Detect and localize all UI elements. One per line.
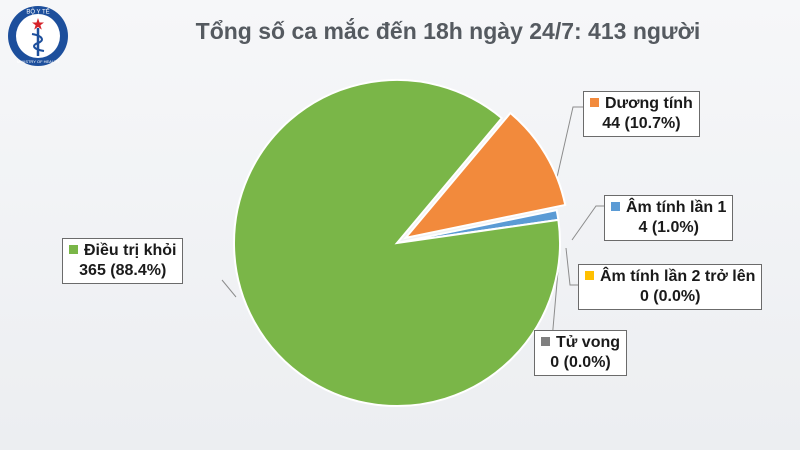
slice-label-tu-vong: Tử vong — [556, 334, 621, 351]
leader-line-duong-tinh — [552, 106, 583, 196]
slice-label-duong-tinh: Dương tính — [605, 95, 693, 112]
slice-label-dieu-tri-khoi: Điều trị khỏi — [84, 242, 177, 259]
ministry-of-health-logo-icon: BỘ Y TẾ MINISTRY OF HEALTH — [8, 6, 68, 66]
slice-value-am-tinh-lan-1: 4 (1.0%) — [638, 219, 699, 236]
legend-swatch-am-tinh-lan-2 — [585, 271, 594, 280]
logo-bottom-text: MINISTRY OF HEALTH — [17, 59, 59, 64]
slice-value-tu-vong: 0 (0.0%) — [550, 354, 611, 371]
slice-value-dieu-tri-khoi: 365 (88.4%) — [79, 262, 167, 279]
callout-am-tinh-lan-1: Âm tính lần 1 4 (1.0%) — [604, 195, 734, 241]
slice-label-am-tinh-lan-2: Âm tính lần 2 trở lên — [600, 268, 756, 285]
callout-tu-vong: Tử vong 0 (0.0%) — [534, 330, 628, 376]
legend-swatch-tu-vong — [541, 337, 550, 346]
chart-title: Tổng số ca mắc đến 18h ngày 24/7: 413 ng… — [195, 18, 701, 44]
leader-line-am-tinh-lan-1 — [571, 205, 604, 241]
slice-value-duong-tinh: 44 (10.7%) — [602, 115, 681, 132]
slice-value-am-tinh-lan-2: 0 (0.0%) — [639, 288, 701, 305]
legend-swatch-dieu-tri-khoi — [69, 245, 78, 254]
slice-duong-tinh — [402, 111, 567, 240]
legend-swatch-am-tinh-lan-1 — [611, 202, 620, 211]
callout-dieu-tri-khoi: Điều trị khỏi 365 (88.4%) — [62, 238, 184, 284]
callout-am-tinh-lan-2: Âm tính lần 2 trở lên 0 (0.0%) — [578, 264, 763, 310]
leader-line-am-tinh-lan-2 — [565, 247, 578, 286]
slice-dieu-tri-khoi — [233, 79, 561, 407]
slice-label-am-tinh-lan-1: Âm tính lần 1 — [626, 199, 727, 216]
callout-duong-tinh: Dương tính 44 (10.7%) — [583, 91, 700, 137]
leader-line-dieu-tri-khoi — [221, 279, 237, 298]
logo-top-text: BỘ Y TẾ — [26, 9, 49, 16]
legend-swatch-duong-tinh — [590, 98, 599, 107]
